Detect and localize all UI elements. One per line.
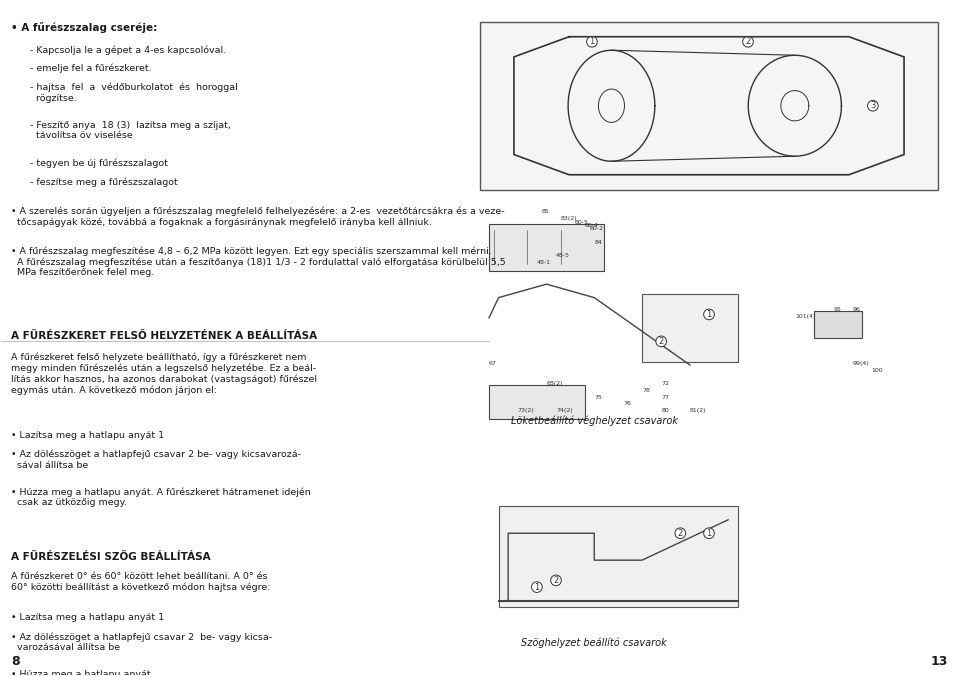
- Text: • Húzza meg a hatlapu anyát. A fűrészkeret hátramenet idején
  csak az ütközőig : • Húzza meg a hatlapu anyát. A fűrészker…: [11, 487, 311, 508]
- Text: 67: 67: [489, 361, 497, 366]
- Text: - emelje fel a fűrészkeret.: - emelje fel a fűrészkeret.: [30, 64, 152, 74]
- Text: 84: 84: [595, 240, 602, 245]
- Text: • A szerelés során ügyeljen a fűrészszalag megfelelő felhelyezésére: a 2-es  vez: • A szerelés során ügyeljen a fűrészszal…: [11, 206, 504, 226]
- Text: 8: 8: [11, 655, 19, 668]
- Text: A FÜRÉSZELÉSI SZÖG BEÁLLÍTÁSA: A FÜRÉSZELÉSI SZÖG BEÁLLÍTÁSA: [11, 552, 211, 562]
- FancyBboxPatch shape: [814, 311, 862, 338]
- FancyBboxPatch shape: [489, 224, 604, 270]
- Text: 81(2): 81(2): [690, 408, 707, 413]
- FancyBboxPatch shape: [499, 506, 737, 607]
- Text: 100: 100: [872, 368, 883, 372]
- Text: 13: 13: [930, 655, 948, 668]
- Text: 2: 2: [553, 576, 559, 585]
- Text: 76: 76: [623, 402, 631, 406]
- Text: 68(2): 68(2): [547, 381, 563, 386]
- Text: 60-5: 60-5: [575, 220, 589, 224]
- Text: 74(2): 74(2): [556, 408, 573, 413]
- FancyBboxPatch shape: [643, 294, 737, 362]
- Text: 75: 75: [595, 395, 602, 400]
- Text: 1: 1: [707, 529, 712, 537]
- Text: 96: 96: [853, 307, 860, 312]
- FancyBboxPatch shape: [489, 385, 585, 419]
- Text: • Húzza meg a hatlapu anyát.: • Húzza meg a hatlapu anyát.: [11, 670, 153, 676]
- Text: 1: 1: [590, 37, 595, 46]
- Text: 1: 1: [534, 583, 540, 592]
- Text: • Lazítsa meg a hatlapu anyát 1: • Lazítsa meg a hatlapu anyát 1: [11, 431, 164, 440]
- Text: 48-5: 48-5: [556, 254, 570, 258]
- FancyBboxPatch shape: [480, 22, 939, 190]
- Text: 80: 80: [661, 408, 669, 413]
- Text: 2: 2: [659, 337, 664, 346]
- Text: - Kapcsolja le a gépet a 4-es kapcsolóval.: - Kapcsolja le a gépet a 4-es kapcsolóva…: [30, 45, 226, 55]
- Text: 2: 2: [678, 529, 683, 537]
- Text: • Lazítsa meg a hatlapu anyát 1: • Lazítsa meg a hatlapu anyát 1: [11, 613, 164, 623]
- Text: 1: 1: [707, 310, 712, 319]
- Text: - Feszítő anya  18 (3)  lazítsa meg a szíjat,
  távolítsa öv viselése: - Feszítő anya 18 (3) lazítsa meg a szíj…: [30, 120, 231, 140]
- Text: • A fűrészszalag megfeszítése 4,8 – 6,2 MPa között legyen. Ezt egy speciális sze: • A fűrészszalag megfeszítése 4,8 – 6,2 …: [11, 247, 505, 277]
- Text: 72: 72: [661, 381, 669, 386]
- Text: Löketbeállító véghelyzet csavarok: Löketbeállító véghelyzet csavarok: [511, 416, 678, 426]
- Text: 78: 78: [643, 388, 650, 393]
- Text: 83(2): 83(2): [561, 216, 577, 221]
- Text: Szöghelyzet beállító csavarok: Szöghelyzet beállító csavarok: [522, 637, 667, 648]
- Text: 95: 95: [833, 307, 841, 312]
- Text: 77: 77: [661, 395, 669, 400]
- Text: 48-1: 48-1: [537, 260, 550, 265]
- Text: A fűrészkeret 0° és 60° között lehet beállítani. A 0° és
60° közötti beállítást : A fűrészkeret 0° és 60° között lehet beá…: [11, 573, 270, 592]
- Text: 60-4: 60-4: [585, 223, 598, 228]
- Text: A fűrészkeret felső helyzete beállítható, így a fűrészkeret nem
megy minden fűré: A fűrészkeret felső helyzete beállítható…: [11, 352, 317, 395]
- Text: A FÜRÉSZKERET FELSŐ HELYZETÉNEK A BEÁLLÍTÁSA: A FÜRÉSZKERET FELSŐ HELYZETÉNEK A BEÁLLÍ…: [11, 331, 317, 341]
- Text: 85: 85: [542, 210, 550, 214]
- Text: 99(4): 99(4): [853, 361, 869, 366]
- Text: • A fűrészszalag cseréje:: • A fűrészszalag cseréje:: [11, 22, 157, 32]
- Text: 60-2: 60-2: [590, 226, 603, 231]
- Text: - feszítse meg a fűrészszalagot: - feszítse meg a fűrészszalagot: [30, 177, 177, 187]
- Text: 73(2): 73(2): [518, 408, 534, 413]
- Text: 2: 2: [745, 37, 751, 46]
- Text: 101(4): 101(4): [795, 314, 815, 319]
- Text: 3: 3: [870, 101, 876, 110]
- Text: • Az dölésszöget a hatlapfejű csavar 2 be- vagy kicsavarozá-
  sával állítsa be: • Az dölésszöget a hatlapfejű csavar 2 b…: [11, 450, 301, 470]
- Text: - hajtsa  fel  a  védőburkolatot  és  horoggal
  rögzítse.: - hajtsa fel a védőburkolatot és horogga…: [30, 83, 238, 103]
- Text: - tegyen be új fűrészszalagot: - tegyen be új fűrészszalagot: [30, 158, 168, 168]
- Text: • Az dölésszöget a hatlapfejű csavar 2  be- vagy kicsa-
  varozásával állítsa be: • Az dölésszöget a hatlapfejű csavar 2 b…: [11, 632, 272, 652]
